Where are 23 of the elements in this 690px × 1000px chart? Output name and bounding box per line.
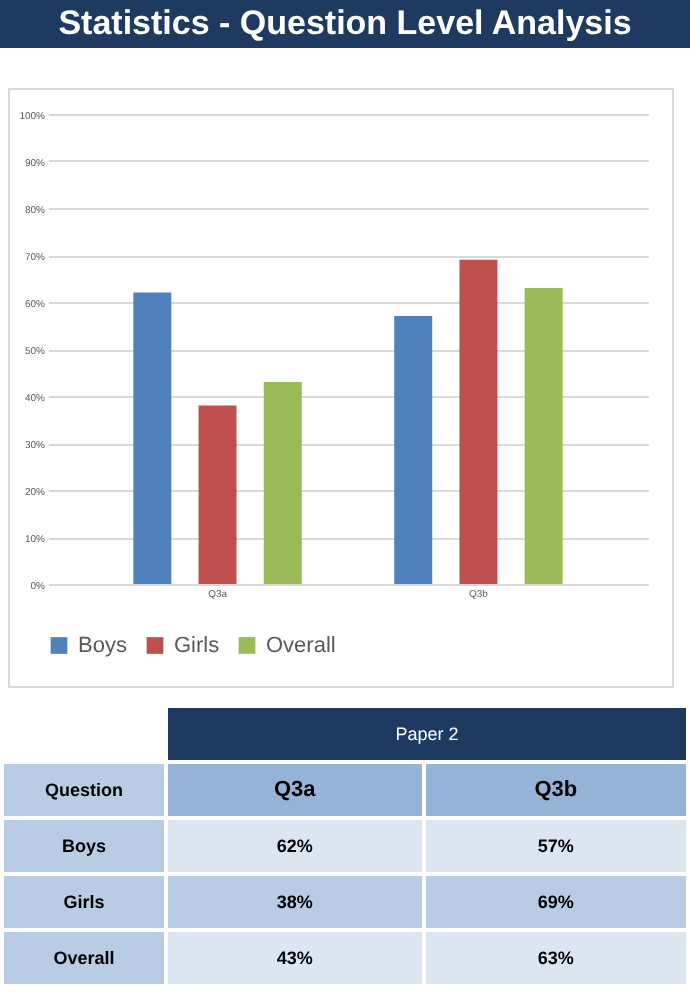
text: Paper 2 (168, 708, 686, 760)
text: Boys (61, 836, 106, 856)
text: Question (4, 764, 164, 816)
text: Overall (53, 948, 115, 968)
category-label: Q3a (274, 778, 316, 802)
data-label: 62% (168, 820, 422, 872)
chart-title: Statistics - Question Level Analysis (0, 0, 690, 48)
bar (524, 287, 563, 584)
data-label: 57% (425, 820, 686, 872)
bar (263, 381, 302, 584)
legend-label: Boys (78, 633, 128, 658)
data-label: 63% (425, 932, 686, 984)
legend-label: Girls (174, 633, 221, 658)
legend-label: Overall (266, 633, 336, 658)
text: Girls (63, 892, 105, 912)
bar (133, 292, 172, 584)
data-label: 38% (168, 876, 422, 928)
data-label: 69% (425, 876, 686, 928)
category-label: Q3b (534, 778, 578, 802)
bar (198, 405, 237, 584)
bar (459, 259, 498, 584)
bar (394, 316, 433, 584)
data-label: 43% (168, 932, 422, 984)
